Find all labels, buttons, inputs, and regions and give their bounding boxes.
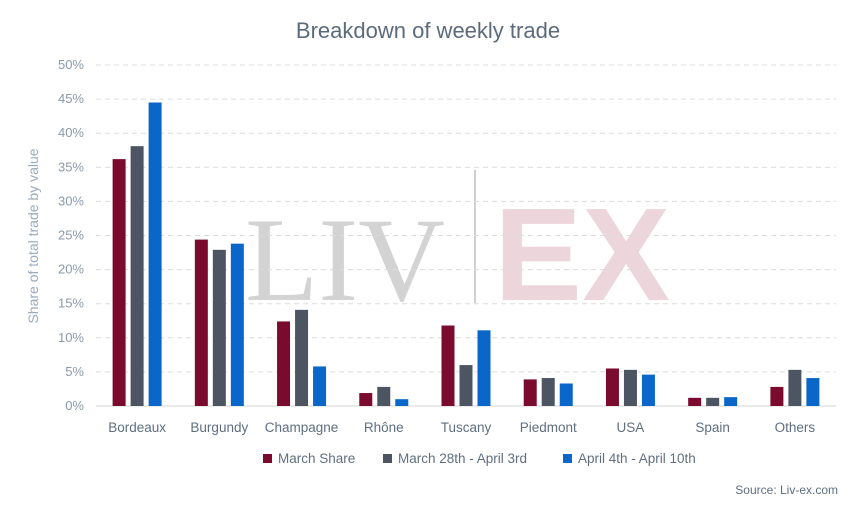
y-tick-label: 50% — [58, 57, 84, 72]
bar — [477, 330, 491, 406]
legend-swatch — [383, 454, 392, 463]
y-tick-label: 0% — [65, 398, 84, 413]
bars — [112, 102, 820, 406]
x-category-label: Spain — [695, 420, 730, 435]
chart-title: Breakdown of weekly trade — [296, 18, 560, 43]
bar — [194, 239, 208, 406]
x-category-label: Burgundy — [190, 420, 248, 435]
x-category-label: Others — [775, 420, 816, 435]
bar — [559, 383, 573, 406]
bar — [688, 397, 702, 406]
bar — [395, 399, 409, 406]
x-axis-categories: Bordeaux Burgundy Champagne Rhône Tuscany Pie… — [108, 420, 815, 435]
y-tick-label: 40% — [58, 125, 84, 140]
bar — [377, 386, 391, 406]
bar — [523, 379, 537, 406]
source-note: Source: Liv-ex.com — [735, 483, 838, 497]
y-tick-label: 30% — [58, 193, 84, 208]
x-category-label: Bordeaux — [108, 420, 166, 435]
bar — [724, 397, 738, 406]
legend-label: March 28th - April 3rd — [398, 451, 527, 466]
y-tick-label: 10% — [58, 330, 84, 345]
x-category-label: Piedmont — [520, 420, 577, 435]
bar — [313, 366, 327, 406]
bar — [788, 369, 802, 406]
bar — [359, 393, 373, 406]
bar — [230, 243, 244, 406]
watermark: LIV EX — [245, 170, 670, 328]
legend-label: April 4th - April 10th — [578, 451, 696, 466]
bar — [770, 386, 784, 406]
watermark-divider — [474, 170, 476, 303]
bar — [623, 369, 637, 406]
watermark-liv: LIV — [245, 193, 445, 326]
y-axis-ticks: 0% 5% 10% 15% 20% 25% 30% 35% 40% 45% 50% — [58, 57, 84, 413]
bar — [277, 321, 291, 406]
legend-swatch — [263, 454, 272, 463]
y-axis-label: Share of total trade by value — [25, 148, 41, 323]
bar — [605, 368, 619, 406]
y-tick-label: 45% — [58, 91, 84, 106]
bar — [459, 365, 473, 406]
bar — [806, 378, 820, 406]
bar — [212, 249, 226, 406]
bar — [112, 159, 126, 406]
y-tick-label: 15% — [58, 296, 84, 311]
bar — [641, 374, 655, 406]
legend-swatch — [563, 454, 572, 463]
watermark-ex: EX — [494, 181, 670, 328]
bar — [541, 378, 555, 406]
x-category-label: USA — [617, 420, 645, 435]
x-category-label: Champagne — [265, 420, 339, 435]
y-tick-label: 5% — [65, 364, 84, 379]
bar — [441, 325, 455, 406]
x-category-label: Tuscany — [441, 420, 492, 435]
y-tick-label: 25% — [58, 228, 84, 243]
bar — [706, 397, 720, 406]
bar — [130, 146, 144, 406]
bar — [148, 102, 162, 406]
legend-label: March Share — [278, 451, 355, 466]
y-tick-label: 35% — [58, 159, 84, 174]
x-category-label: Rhône — [364, 420, 404, 435]
bar — [295, 309, 309, 406]
legend: March Share March 28th - April 3rd April 4… — [263, 451, 696, 466]
y-tick-label: 20% — [58, 262, 84, 277]
